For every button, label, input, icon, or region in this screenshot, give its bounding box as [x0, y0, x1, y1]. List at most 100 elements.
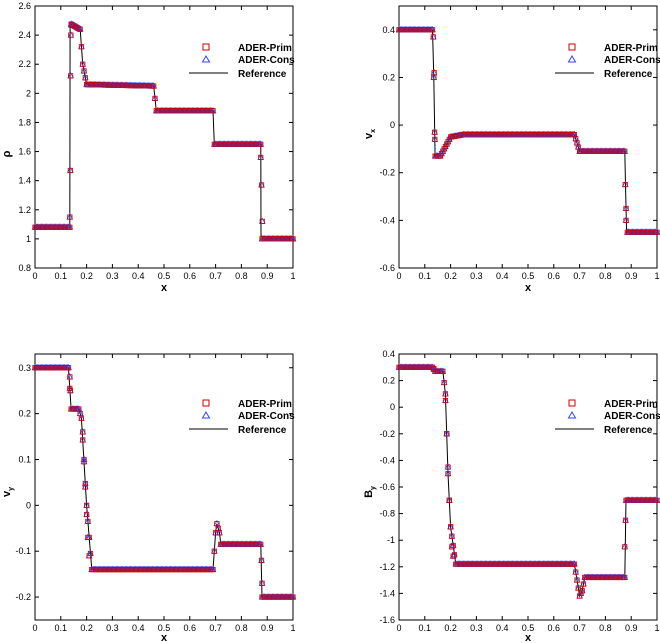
y-tick-label: 1 [26, 234, 31, 244]
y-axis-title: By [363, 486, 377, 498]
marker-ader-prim [449, 544, 455, 550]
y-axis-title: vy [1, 487, 15, 497]
x-axis-title: x [161, 282, 168, 294]
marker-ader-prim [441, 379, 447, 386]
marker-ader-prim [258, 154, 264, 160]
panel-by: 0 0.1 0.2 0.3 0.4 0.5 0.6 0.7 0.8 0.9 1 -1.6 -1.4 -1.… [363, 349, 660, 643]
legend-marker-ader-prim [568, 43, 576, 51]
y-tick-label: -1 [387, 535, 395, 545]
legend-marker-ader-cons [567, 55, 577, 63]
y-tick-label: -0.2 [379, 168, 395, 178]
marker-ader-prim [622, 544, 628, 550]
marker-ader-prim [85, 534, 91, 541]
marker-ader-prim [431, 366, 437, 372]
y-tick-label: -1.2 [379, 562, 395, 572]
x-tick-label: 0.3 [470, 271, 483, 281]
marker-ader-prim [623, 217, 629, 223]
x-tick-label: 1 [654, 271, 659, 281]
legend-marker-ader-cons [567, 411, 577, 419]
panel-density: 0 0.1 0.2 0.3 0.4 0.5 0.6 0.7 0.8 0.9 1 0.8 1 1.2 1.4 1… [1, 1, 297, 294]
x-tick-label: 0.9 [261, 623, 274, 633]
y-tick-label: 2.6 [18, 1, 31, 11]
x-tick-label: 0.5 [158, 623, 171, 633]
marker-ader-prim [431, 70, 437, 76]
marker-ader-prim [84, 502, 90, 508]
y-tick-label: 0.1 [18, 454, 31, 464]
marker-ader-prim [80, 61, 86, 67]
x-tick-label: 0 [396, 271, 401, 281]
marker-ader-prim [574, 577, 580, 583]
marker-ader-prim [654, 229, 660, 235]
marker-ader-prim [259, 218, 265, 225]
y-tick-label: 1.6 [18, 147, 31, 157]
legend-label-ader-prim: ADER-Prim [238, 43, 292, 54]
plot-area-by: 0 0.1 0.2 0.3 0.4 0.5 0.6 0.7 0.8 0.9 1 -1.6 -1.4 -1.… [379, 349, 660, 633]
y-tick-label: 0.4 [382, 25, 395, 35]
marker-ader-prim [432, 136, 438, 142]
x-tick-label: 0.2 [80, 623, 93, 633]
x-tick-label: 0.3 [106, 271, 119, 281]
x-axis-title: x [525, 632, 532, 643]
y-tick-label: -0.6 [379, 482, 395, 492]
y-tick-label: 0.8 [18, 263, 31, 273]
y-tick-label: 2 [26, 88, 31, 98]
marker-ader-prim [67, 224, 73, 230]
x-tick-label: 1 [290, 623, 295, 633]
marker-ader-prim [67, 214, 73, 220]
y-axis-title: vx [363, 129, 377, 139]
legend-label-ader-prim: ADER-Prim [238, 399, 292, 410]
x-tick-label: 0.7 [573, 271, 586, 281]
y-tick-label: 0.2 [18, 409, 31, 419]
marker-ader-prim [258, 557, 265, 563]
legend: ADER-Prim ADER-Cons Reference [189, 43, 295, 80]
x-tick-label: 0.7 [209, 271, 222, 281]
legend-label-ader-prim: ADER-Prim [604, 43, 658, 54]
marker-ader-prim [580, 581, 587, 587]
marker-ader-prim [80, 437, 86, 443]
x-tick-label: 0.1 [55, 623, 68, 633]
x-tick-label: 0.9 [261, 271, 274, 281]
marker-ader-prim [81, 456, 87, 463]
legend: ADER-Prim ADER-Cons Reference [555, 43, 660, 80]
x-axis-title: x [161, 632, 168, 643]
legend-label-ader-cons: ADER-Cons [604, 55, 660, 66]
marker-ader-prim [577, 593, 583, 599]
marker-ader-prim [258, 541, 264, 547]
x-tick-label: 0.3 [106, 623, 119, 633]
y-tick-label: -1.6 [379, 615, 395, 625]
x-tick-label: 0.1 [419, 623, 432, 633]
y-tick-label: 2.4 [18, 30, 31, 40]
legend: ADER-Prim ADER-Cons Reference [189, 399, 295, 436]
marker-ader-prim [450, 553, 456, 559]
x-tick-label: 0.2 [444, 623, 457, 633]
y-tick-label: 1.2 [18, 205, 31, 215]
x-tick-label: 0.9 [625, 623, 638, 633]
y-tick-label: 0 [390, 402, 395, 412]
legend-marker-ader-prim [202, 43, 210, 51]
marker-ader-prim [442, 391, 449, 397]
marker-ader-prim [68, 73, 74, 79]
marker-ader-prim [81, 68, 87, 74]
marker-ader-prim [432, 129, 438, 135]
marker-ader-prim [573, 569, 579, 575]
y-tick-label: -0.2 [379, 429, 395, 439]
marker-ader-prim [258, 182, 265, 188]
x-tick-label: 0 [396, 623, 401, 633]
x-axis-title: x [525, 282, 532, 294]
marker-ader-prim [82, 75, 88, 81]
y-tick-label: 0.2 [382, 72, 395, 82]
marker-ader-prim [77, 26, 83, 32]
marker-ader-prim [430, 34, 436, 40]
legend: ADER-Prim ADER-Cons Reference [555, 399, 660, 436]
x-tick-label: 0.5 [158, 271, 171, 281]
marker-ader-prim [211, 548, 217, 554]
x-tick-label: 0 [32, 623, 37, 633]
marker-ader-prim [445, 471, 451, 477]
marker-ader-prim [290, 236, 296, 242]
y-tick-label: 1.4 [18, 176, 31, 186]
marker-ader-prim [68, 32, 74, 38]
x-tick-label: 0.8 [599, 623, 612, 633]
marker-ader-prim [80, 429, 86, 435]
marker-ader-prim [446, 497, 452, 503]
marker-ader-prim [447, 524, 454, 530]
